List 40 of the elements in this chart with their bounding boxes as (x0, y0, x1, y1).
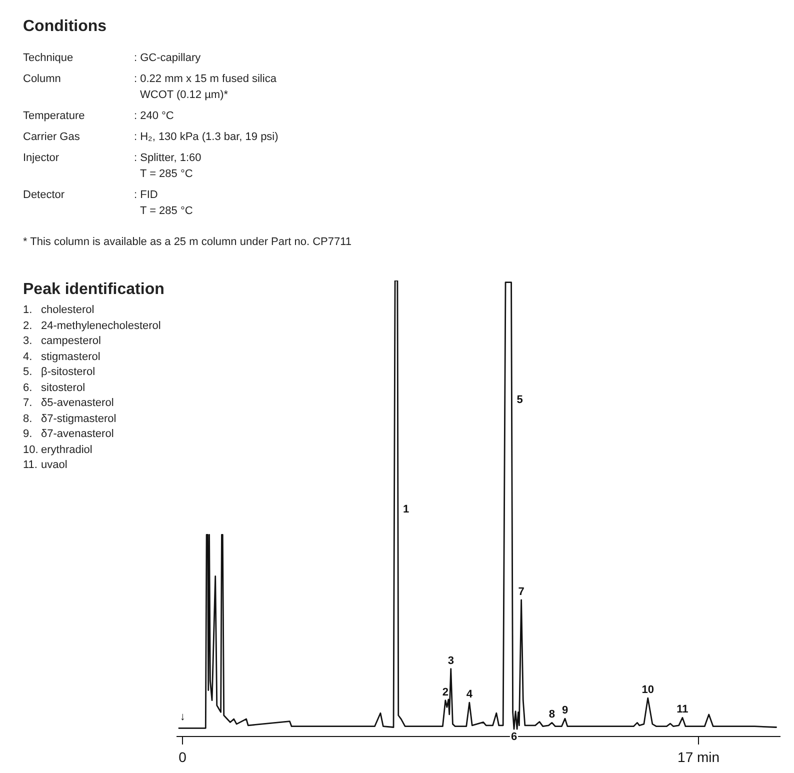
text: Conditions (23, 17, 108, 37)
text: Column (23, 72, 62, 87)
text: : FID T = 285 °C (134, 188, 194, 219)
text: 1. cholesterol (23, 303, 96, 318)
text: 5. β-sitosterol (23, 365, 96, 380)
text: : 0.22 mm x 15 m fused silica WCOT (0.12 µm)* (134, 72, 278, 103)
text: : H₂, 130 kPa (1.3 bar, 19 psi) (134, 130, 278, 145)
annotation: 9 (562, 704, 568, 717)
text: Detector (23, 188, 66, 203)
text: 8. δ7-stigmasterol (23, 412, 118, 426)
text: Temperature (23, 109, 86, 124)
text: 2. 24-methylenecholesterol (23, 318, 161, 334)
text: : 240 °C (134, 109, 175, 124)
x-tick-label: 0 (178, 748, 187, 765)
text: 4. stigmasterol (23, 350, 102, 364)
text: : GC-capillary (134, 51, 202, 66)
text: 9. δ7-avenasterol (23, 427, 115, 442)
text: Carrier Gas (23, 130, 81, 145)
text: : Splitter, 1:60 T = 285 °C (134, 151, 202, 182)
annotation: 10 (642, 684, 654, 696)
text: 11. uvaol (23, 458, 68, 473)
annotation: ↓ (180, 711, 186, 724)
text: 7. δ5-avenasterol (23, 396, 115, 411)
annotation: 1 (402, 504, 410, 516)
text: Injector (23, 151, 60, 166)
text: 6. sitosterol (23, 380, 86, 396)
x-tick-label: 17 min (678, 748, 720, 765)
text: Technique (23, 51, 74, 66)
annotation: 2 (442, 686, 448, 698)
annotation: 3 (448, 654, 454, 667)
annotation: 6 (510, 731, 518, 744)
text: 10. erythradiol (23, 442, 94, 458)
text: * This column is available as a 25 m column under Part no. CP7711 (23, 235, 352, 250)
annotation: 11 (676, 704, 688, 716)
annotation: 4 (466, 688, 474, 701)
annotation: 8 (548, 708, 556, 721)
annotation: 7 (518, 586, 524, 598)
text: Peak identification (23, 280, 164, 300)
annotation: 5 (516, 394, 523, 406)
text: 3. campesterol (23, 334, 102, 349)
